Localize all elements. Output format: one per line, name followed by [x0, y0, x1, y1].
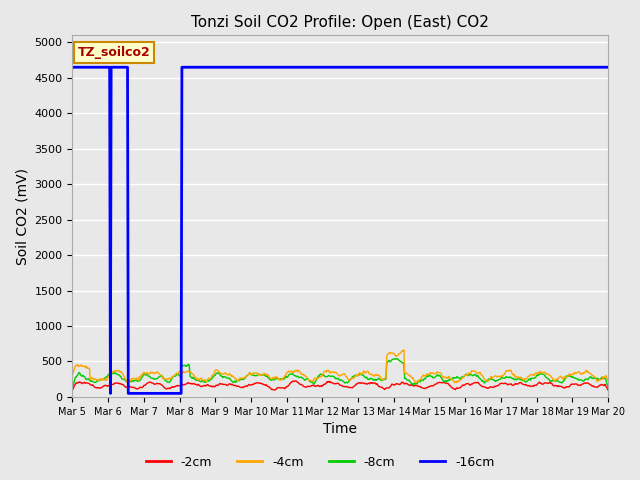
-2cm	[133, 385, 141, 391]
-2cm	[604, 387, 612, 393]
Y-axis label: Soil CO2 (mV): Soil CO2 (mV)	[15, 168, 29, 264]
-4cm	[189, 371, 196, 377]
-2cm	[406, 383, 413, 388]
-8cm	[422, 376, 429, 382]
Legend: -2cm, -4cm, -8cm, -16cm: -2cm, -4cm, -8cm, -16cm	[141, 451, 499, 474]
Title: Tonzi Soil CO2 Profile: Open (East) CO2: Tonzi Soil CO2 Profile: Open (East) CO2	[191, 15, 489, 30]
-16cm	[189, 64, 196, 70]
-4cm	[400, 347, 408, 353]
-16cm	[78, 64, 86, 70]
-4cm	[124, 380, 131, 386]
-2cm	[78, 381, 86, 386]
-4cm	[604, 378, 612, 384]
-2cm	[188, 381, 195, 386]
-2cm	[292, 378, 300, 384]
-8cm	[604, 384, 612, 390]
-2cm	[68, 387, 76, 393]
-2cm	[422, 385, 429, 391]
Line: -8cm: -8cm	[72, 359, 608, 388]
-4cm	[407, 373, 415, 379]
-8cm	[188, 375, 195, 381]
-16cm	[68, 64, 76, 70]
-4cm	[217, 371, 225, 376]
-16cm	[604, 64, 612, 70]
-16cm	[106, 391, 114, 396]
X-axis label: Time: Time	[323, 422, 357, 436]
Text: TZ_soilco2: TZ_soilco2	[77, 46, 150, 59]
-4cm	[422, 372, 430, 378]
-8cm	[68, 385, 76, 391]
-8cm	[216, 372, 224, 377]
-16cm	[134, 391, 142, 396]
-16cm	[217, 64, 225, 70]
Line: -2cm: -2cm	[72, 381, 608, 390]
-8cm	[78, 373, 86, 379]
-8cm	[133, 378, 141, 384]
-8cm	[406, 379, 413, 384]
Line: -4cm: -4cm	[72, 350, 608, 383]
-8cm	[394, 356, 401, 361]
-4cm	[134, 378, 142, 384]
-16cm	[422, 64, 429, 70]
-4cm	[68, 372, 76, 378]
-4cm	[78, 363, 86, 369]
Line: -16cm: -16cm	[72, 67, 608, 394]
-2cm	[216, 381, 224, 386]
-16cm	[406, 64, 413, 70]
